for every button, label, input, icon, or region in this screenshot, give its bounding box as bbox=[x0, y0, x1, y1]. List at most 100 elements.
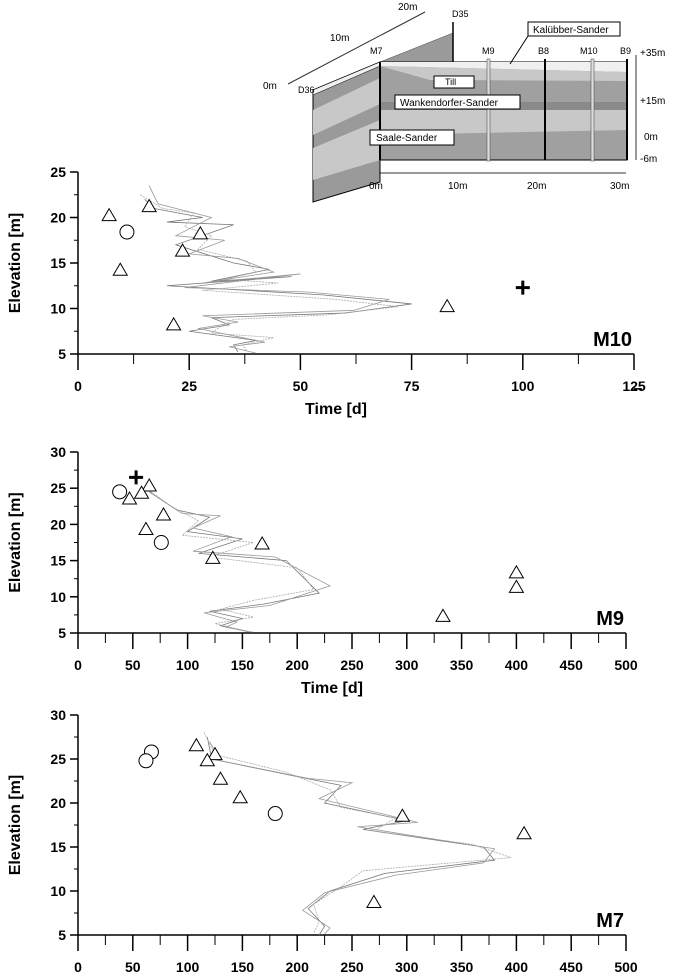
y-tick-label: 5 bbox=[58, 927, 66, 943]
borehole-M10 bbox=[590, 58, 595, 162]
triangle-point bbox=[254, 535, 270, 550]
circle-point bbox=[267, 806, 283, 822]
x-axis-title: Time [d] bbox=[305, 401, 367, 418]
elevation-label: +15m bbox=[640, 96, 665, 107]
layer-label: Kalübber-Sander bbox=[533, 25, 609, 36]
triangle-point bbox=[192, 225, 209, 240]
depth-axis bbox=[287, 11, 426, 85]
panel-m10: 5 10 15 20 25 0 25 50 75 100 12̶5 Time [d] Elevation… bbox=[7, 164, 646, 418]
x-tick-label: 0 bbox=[74, 959, 82, 975]
y-tick-label: 30 bbox=[50, 444, 66, 460]
simulated-line bbox=[206, 736, 496, 936]
back-wall bbox=[379, 32, 454, 63]
side-layer bbox=[313, 78, 380, 135]
x-tick-label: 400 bbox=[505, 959, 529, 975]
y-tick-label: 20 bbox=[50, 795, 66, 811]
layer-saale bbox=[380, 110, 627, 135]
triangle-point bbox=[133, 485, 150, 499]
depth-label: 0m bbox=[263, 81, 277, 92]
simulated-line bbox=[148, 185, 390, 354]
x-tick-label: 200 bbox=[286, 657, 310, 673]
triangle-point bbox=[121, 491, 138, 505]
distance-label: 20m bbox=[527, 181, 546, 192]
x-tick-label: 25 bbox=[181, 378, 197, 394]
triangle-point bbox=[516, 825, 532, 840]
x-tick-label: 150 bbox=[231, 657, 255, 673]
borehole-label: B8 bbox=[538, 46, 549, 56]
elevation-label: 0m bbox=[644, 132, 658, 143]
depth-label: 10m bbox=[330, 33, 349, 44]
x-tick-label: 450 bbox=[560, 657, 584, 673]
y-tick-label: 30 bbox=[50, 707, 66, 723]
x-tick-label: 12̶5 bbox=[622, 378, 646, 394]
cross-point bbox=[515, 280, 530, 295]
circle-point bbox=[112, 484, 128, 500]
triangle-point bbox=[366, 894, 382, 908]
triangle-point bbox=[199, 752, 216, 767]
triangle-point bbox=[232, 789, 249, 804]
triangle-point bbox=[155, 506, 172, 521]
depth-label: 20m bbox=[398, 2, 417, 13]
triangle-point bbox=[212, 771, 229, 785]
x-tick-label: 200 bbox=[286, 959, 310, 975]
label-box bbox=[433, 75, 475, 89]
triangle-point bbox=[508, 579, 525, 593]
x-axis-title: Time [d] bbox=[301, 680, 363, 697]
y-tick-label: 25 bbox=[50, 751, 66, 767]
triangle-point bbox=[204, 550, 221, 564]
x-tick-label: 100 bbox=[511, 378, 535, 394]
panel-label: M7 bbox=[596, 910, 624, 932]
triangle-point bbox=[439, 298, 456, 313]
triangle-point bbox=[141, 478, 158, 492]
label-box bbox=[369, 129, 455, 146]
layer-kalubber bbox=[380, 62, 627, 72]
triangle-point bbox=[207, 746, 223, 761]
x-tick-label: 250 bbox=[340, 657, 364, 673]
x-tick-label: 300 bbox=[395, 959, 419, 975]
y-tick-label: 15 bbox=[50, 553, 66, 569]
simulated-line bbox=[140, 194, 399, 352]
triangle-point bbox=[394, 808, 411, 822]
panel-label: M9 bbox=[596, 608, 624, 630]
x-tick-label: 0 bbox=[74, 657, 82, 673]
x-tick-label: 450 bbox=[560, 959, 584, 975]
y-tick-label: 20 bbox=[50, 516, 66, 532]
x-tick-label: 75 bbox=[404, 378, 420, 394]
simulated-line bbox=[149, 491, 320, 632]
y-axis-title: Elevation [m] bbox=[7, 213, 24, 313]
distance-label: 30m bbox=[610, 181, 629, 192]
y-tick-label: 15 bbox=[50, 839, 66, 855]
simulated-line bbox=[152, 493, 332, 633]
triangle-point bbox=[141, 198, 158, 213]
y-tick-label: 25 bbox=[50, 480, 66, 496]
panel-label: M10 bbox=[593, 329, 632, 351]
layer-label: Wankendorfer-Sander bbox=[400, 98, 499, 109]
borehole-label: M10 bbox=[580, 46, 598, 56]
x-tick-label: 100 bbox=[176, 959, 200, 975]
x-tick-label: 350 bbox=[450, 657, 474, 673]
cross-section-inset: 0m 10m 20m D35 D36 M7 M9 B8 M10 B9 Kalüb… bbox=[263, 2, 665, 203]
x-tick-label: 500 bbox=[614, 657, 638, 673]
borehole-M9 bbox=[486, 58, 491, 162]
borehole-label: D35 bbox=[452, 9, 469, 19]
distance-label: 0m bbox=[369, 181, 383, 192]
triangle-point bbox=[174, 243, 191, 257]
borehole-label: B9 bbox=[620, 46, 631, 56]
simulated-line bbox=[144, 199, 412, 353]
elevation-label: +35m bbox=[640, 48, 665, 59]
label-box bbox=[527, 21, 621, 37]
borehole-label: M7 bbox=[370, 46, 383, 56]
layer-label: Saale-Sander bbox=[376, 133, 438, 144]
triangle-point bbox=[165, 316, 182, 331]
y-tick-label: 10 bbox=[50, 301, 66, 317]
y-axis-title: Elevation [m] bbox=[7, 492, 24, 592]
y-tick-label: 5 bbox=[58, 346, 66, 362]
x-tick-label: 50 bbox=[125, 959, 141, 975]
borehole-label: M9 bbox=[482, 46, 495, 56]
x-tick-label: 250 bbox=[340, 959, 364, 975]
x-tick-label: 0 bbox=[74, 378, 82, 394]
